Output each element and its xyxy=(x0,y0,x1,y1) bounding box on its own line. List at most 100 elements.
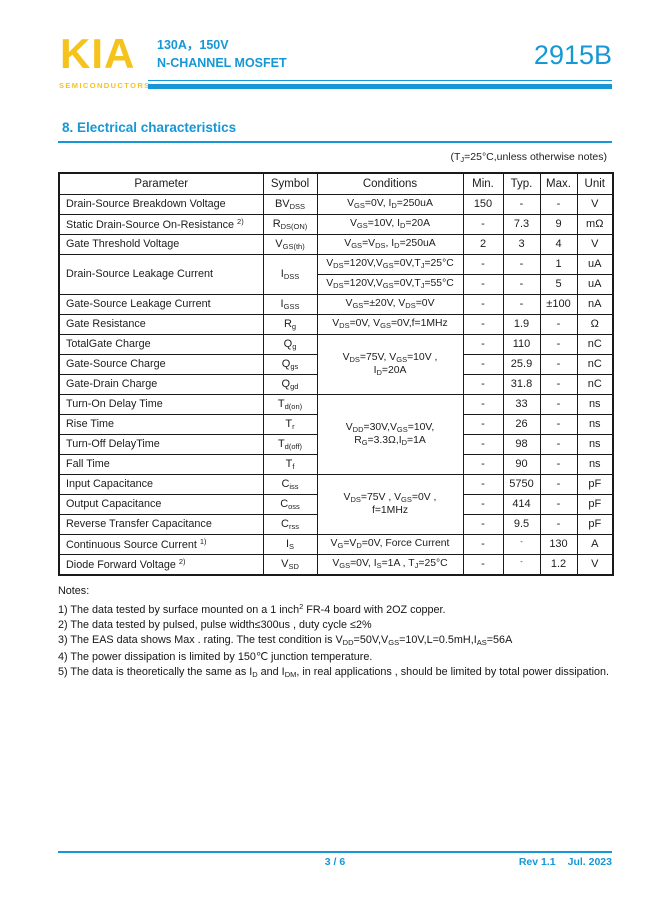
unit-cell: pF xyxy=(576,514,614,535)
table-row: Drain-Source Leakage Current IDSS VDS=120V… xyxy=(58,254,614,295)
min-cell: - xyxy=(462,554,504,576)
parameter-cell: Gate-Source Charge xyxy=(58,354,264,375)
unit-cell: V xyxy=(576,234,614,255)
typ-cell: - xyxy=(502,254,541,275)
min-cell: - xyxy=(462,494,504,515)
conditions-cell: VGS=VDS, ID=250uA xyxy=(316,234,464,255)
symbol-cell: Tr xyxy=(262,414,318,435)
symbol-cell: IS xyxy=(262,534,318,555)
table-row: Turn-On Delay Time Td(on) VDD=30V,VGS=10V,… xyxy=(58,394,614,475)
device-spec: 130A，150V N-CHANNEL MOSFET xyxy=(157,36,287,72)
parameter-cell: Turn-On Delay Time xyxy=(58,394,264,415)
symbol-cell: Td(off) xyxy=(262,434,318,455)
symbol-cell: VSD xyxy=(262,554,318,576)
parameter-cell: Turn-Off DelayTime xyxy=(58,434,264,455)
min-cell: - xyxy=(462,334,504,355)
table-row: Input Capacitance Ciss VDS=75V , VGS=0V ,f… xyxy=(58,474,614,535)
section-title: 8. Electrical characteristics xyxy=(62,120,237,135)
table-row: Fall Time Tf -90- ns xyxy=(58,454,614,475)
parameter-cell: Output Capacitance xyxy=(58,494,264,515)
max-cell: - xyxy=(539,414,578,435)
symbol-cell: Ciss xyxy=(262,474,318,495)
unit-cell: nC xyxy=(576,354,614,375)
conditions-cell: VDS=75V, VGS=10V , ID=20A xyxy=(316,334,464,395)
header-unit: Unit xyxy=(576,172,614,195)
table-row: VDS=120V,VGS=0V,TJ=55°C - -5 uA xyxy=(59,274,614,295)
parameter-cell: Rise Time xyxy=(58,414,264,435)
unit-cell: nC xyxy=(576,374,614,395)
min-cell: - xyxy=(462,254,504,275)
symbol-cell: Crss xyxy=(262,514,318,535)
parameter-cell: Static Drain-Source On-Resistance 2) xyxy=(58,214,264,235)
typ-cell: 98 xyxy=(502,434,541,455)
header-rule-thin xyxy=(148,80,612,81)
table-row: Gate-Source Leakage Current IGSS VGS=±20V,… xyxy=(58,294,614,315)
symbol-cell: Td(on) xyxy=(262,394,318,415)
header-parameter: Parameter xyxy=(58,172,264,195)
header-max: Max. xyxy=(539,172,578,195)
typ-cell: - xyxy=(502,194,541,215)
footer-rule xyxy=(58,851,612,853)
min-cell: - xyxy=(462,434,504,455)
conditions-cell: VDS=75V , VGS=0V , f=1MHz xyxy=(316,474,464,535)
parameter-cell: Gate-Drain Charge xyxy=(58,374,264,395)
header-min: Min. xyxy=(462,172,504,195)
min-cell: - xyxy=(462,414,504,435)
unit-cell: mΩ xyxy=(576,214,614,235)
max-cell: - xyxy=(539,314,578,335)
conditions-cell: VG=VD=0V, Force Current xyxy=(316,534,464,555)
typ-cell: 1.9 xyxy=(502,314,541,335)
parameter-cell: Drain-Source Breakdown Voltage xyxy=(58,194,264,215)
min-cell: - xyxy=(462,474,504,495)
unit-cell: uA xyxy=(576,274,614,295)
max-cell: - xyxy=(539,434,578,455)
revision-date: Jul. 2023 xyxy=(567,856,612,868)
parameter-cell: TotalGate Charge xyxy=(58,334,264,355)
max-cell: 9 xyxy=(539,214,578,235)
typ-cell: 90 xyxy=(502,454,541,475)
min-cell: - xyxy=(462,534,504,555)
parameter-cell: Gate-Source Leakage Current xyxy=(58,294,264,315)
max-cell: 130 xyxy=(539,534,578,555)
unit-cell: ns xyxy=(576,414,614,435)
unit-cell: ns xyxy=(576,454,614,475)
max-cell: - xyxy=(539,354,578,375)
table-row: Gate Threshold Voltage VGS(th) VGS=VDS, ID… xyxy=(58,234,614,255)
max-cell: - xyxy=(539,514,578,535)
conditions-cell: VGS=0V, IS=1A , TJ=25°C xyxy=(316,554,464,576)
device-type: N-CHANNEL MOSFET xyxy=(157,56,287,70)
typ-cell: 414 xyxy=(502,494,541,515)
revision-label: Rev 1.1 xyxy=(518,856,556,868)
table-row: Reverse Transfer Capacitance Crss -9.5- pF xyxy=(58,514,614,535)
notes-title: Notes: xyxy=(58,585,90,597)
typ-cell: - xyxy=(502,274,541,295)
parameter-cell: Reverse Transfer Capacitance xyxy=(58,514,264,535)
parameter-cell: Fall Time xyxy=(58,454,264,475)
symbol-cell: IGSS xyxy=(262,294,318,315)
note-line: 1) The data tested by surface mounted on… xyxy=(58,602,446,616)
parameter-cell: Gate Resistance xyxy=(58,314,264,335)
symbol-cell: Tf xyxy=(262,454,318,475)
symbol-cell: Coss xyxy=(262,494,318,515)
parameter-cell: Input Capacitance xyxy=(58,474,264,495)
unit-cell: V xyxy=(576,194,614,215)
max-cell: 5 xyxy=(539,274,578,295)
max-cell: ±100 xyxy=(539,294,578,315)
typ-cell: 31.8 xyxy=(502,374,541,395)
max-cell: - xyxy=(539,454,578,475)
min-cell: - xyxy=(462,514,504,535)
typ-cell: 110 xyxy=(502,334,541,355)
spec-table-body: Drain-Source Breakdown Voltage BVDSS VGS=0… xyxy=(58,194,614,576)
min-cell: - xyxy=(462,294,504,315)
symbol-cell: RDS(ON) xyxy=(262,214,318,235)
conditions-cell: VDS=120V,VGS=0V,TJ=55°C xyxy=(316,274,464,295)
note-line: 3) The EAS data shows Max . rating. The … xyxy=(58,634,513,647)
table-row: Gate-Source Charge Qgs -25.9- nC xyxy=(58,354,614,375)
min-cell: - xyxy=(462,454,504,475)
symbol-cell: VGS(th) xyxy=(262,234,318,255)
typ-cell: 25.9 xyxy=(502,354,541,375)
table-row: Static Drain-Source On-Resistance 2) RDS(… xyxy=(58,214,614,235)
header-typ: Typ. xyxy=(502,172,541,195)
unit-cell: uA xyxy=(576,254,614,275)
